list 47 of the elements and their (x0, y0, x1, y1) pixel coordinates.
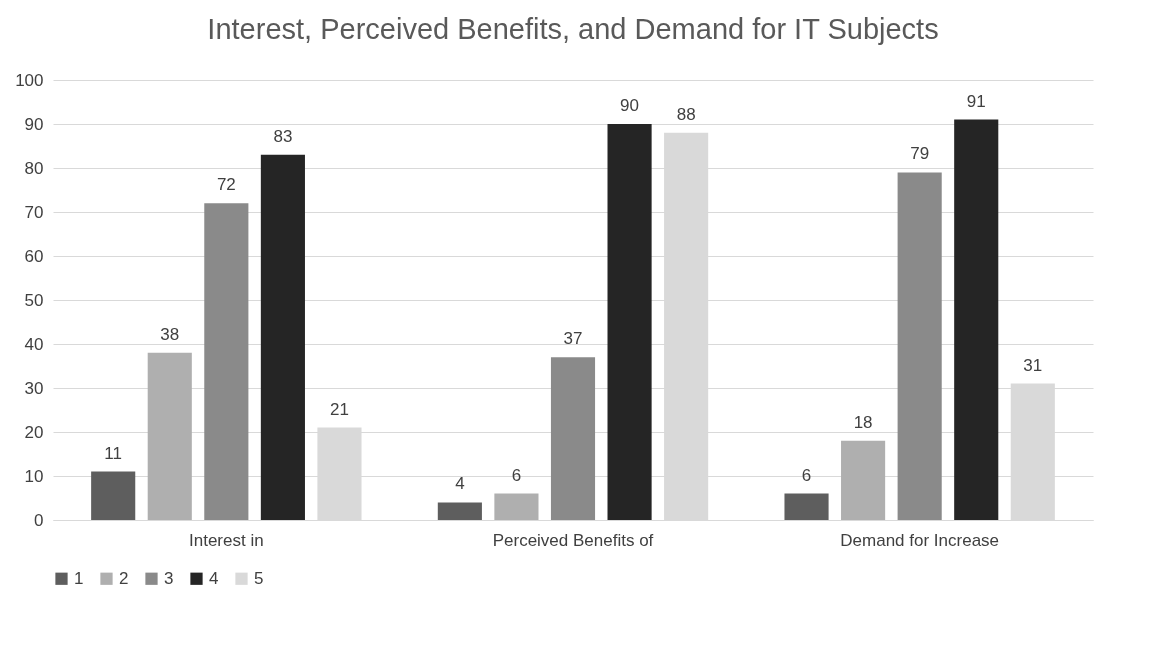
y-tick-label: 10 (24, 466, 44, 486)
y-tick-label: 40 (24, 334, 44, 354)
x-tick-label: Perceived Benefits of (492, 530, 654, 550)
data-label: 18 (853, 412, 873, 432)
data-label: 6 (511, 465, 522, 485)
y-tick-label: 50 (24, 290, 44, 310)
bar (784, 493, 829, 520)
bar (260, 154, 305, 520)
bar (607, 124, 652, 520)
y-tick-label: 30 (24, 378, 44, 398)
y-tick-label: 20 (24, 422, 44, 442)
legend-label: 1 (74, 568, 84, 588)
legend-label: 4 (209, 568, 219, 588)
bar (954, 119, 999, 520)
bar (897, 172, 942, 520)
bar (147, 352, 192, 520)
data-label: 37 (563, 329, 583, 349)
legend-label: 5 (254, 568, 264, 588)
data-label: 38 (160, 324, 180, 344)
bar (841, 440, 886, 520)
data-label: 72 (216, 175, 236, 195)
chart-title: Interest, Perceived Benefits, and Demand for IT Subjects (207, 13, 939, 45)
y-tick-label: 0 (34, 510, 44, 530)
data-label: 91 (966, 91, 986, 111)
data-label: 6 (801, 465, 812, 485)
data-label: 4 (455, 474, 465, 494)
legend-label: 3 (164, 568, 174, 588)
data-label: 83 (273, 126, 293, 146)
x-tick-label: Demand for Increase (840, 530, 1000, 550)
y-tick-label: 80 (24, 158, 44, 178)
y-tick-label: 60 (24, 246, 44, 266)
data-label: 90 (620, 96, 640, 115)
y-tick-label: 70 (24, 202, 44, 222)
x-tick-label: Interest in (189, 530, 264, 550)
bar (91, 471, 136, 520)
data-label: 11 (104, 443, 123, 463)
legend-label: 2 (119, 568, 129, 588)
y-tick-label: 90 (24, 114, 44, 134)
bar (550, 357, 596, 520)
bar (437, 502, 482, 520)
data-label: 88 (676, 104, 696, 124)
data-label: 21 (330, 399, 349, 419)
bar (494, 493, 539, 520)
y-tick-label: 100 (15, 70, 44, 90)
data-label: 31 (1023, 355, 1043, 375)
data-label: 79 (910, 144, 930, 164)
bar (204, 203, 249, 520)
